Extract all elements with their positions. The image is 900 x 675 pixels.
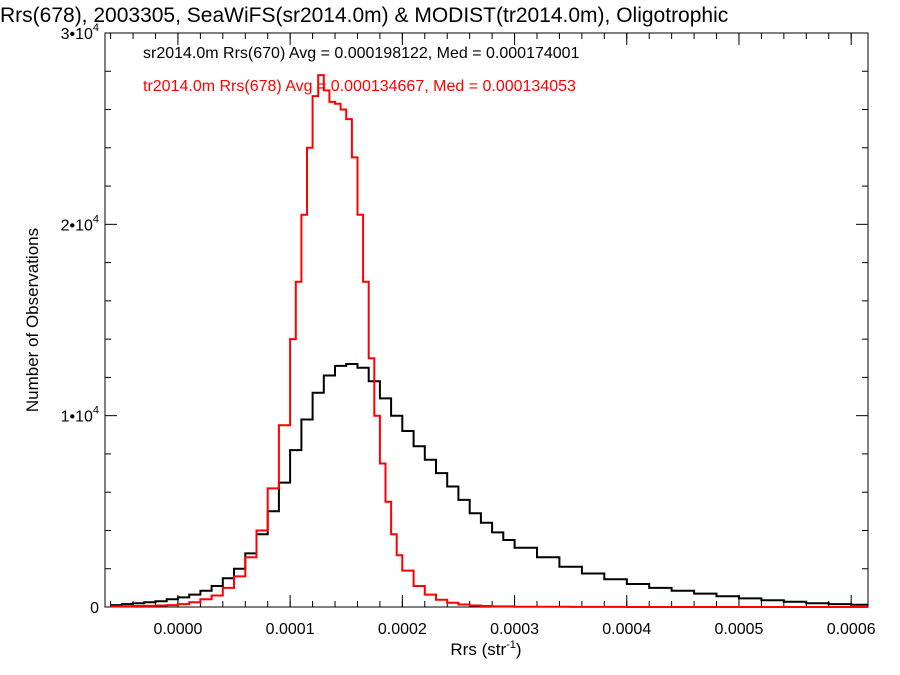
y-tick-label-3: 3•104 — [61, 22, 99, 43]
chart-title: Rrs(678), 2003305, SeaWiFS(sr2014.0m) & … — [0, 4, 728, 27]
x-tick-label-2: 0.0002 — [378, 621, 427, 638]
y-axis-label: Number of Observations — [23, 228, 42, 412]
plot-frame — [104, 32, 869, 608]
x-axis-label-superscript: -1 — [506, 639, 516, 651]
x-tick-label-5: 0.0005 — [714, 621, 763, 638]
legend-entry-0: sr2014.0m Rrs(670) Avg = 0.000198122, Me… — [143, 45, 580, 62]
series-line-1 — [110, 74, 868, 608]
y-tick-label-1: 1•104 — [61, 405, 99, 426]
x-tick-label-4: 0.0004 — [602, 621, 651, 638]
series-line-0 — [110, 363, 868, 607]
y-tick-label-2: 2•104 — [61, 213, 99, 234]
x-tick-label-6: 0.0006 — [827, 621, 876, 638]
y-tick-label-0: 0 — [90, 600, 99, 617]
y-axis-ticks: 0 1•104 2•104 3•104 — [61, 22, 868, 617]
x-tick-label-0: 0.0000 — [153, 621, 202, 638]
x-tick-label-3: 0.0003 — [490, 621, 539, 638]
legend-entry-1: tr2014.0m Rrs(678) Avg = 0.000134667, Me… — [143, 78, 576, 95]
x-axis-label: Rrs (str-1) — [450, 639, 521, 659]
x-tick-label-1: 0.0001 — [266, 621, 315, 638]
x-axis-ticks: 0.0000 0.0001 0.0002 0.0003 0.0004 0.0005 0.00… — [110, 33, 876, 638]
series-layer — [110, 74, 868, 608]
